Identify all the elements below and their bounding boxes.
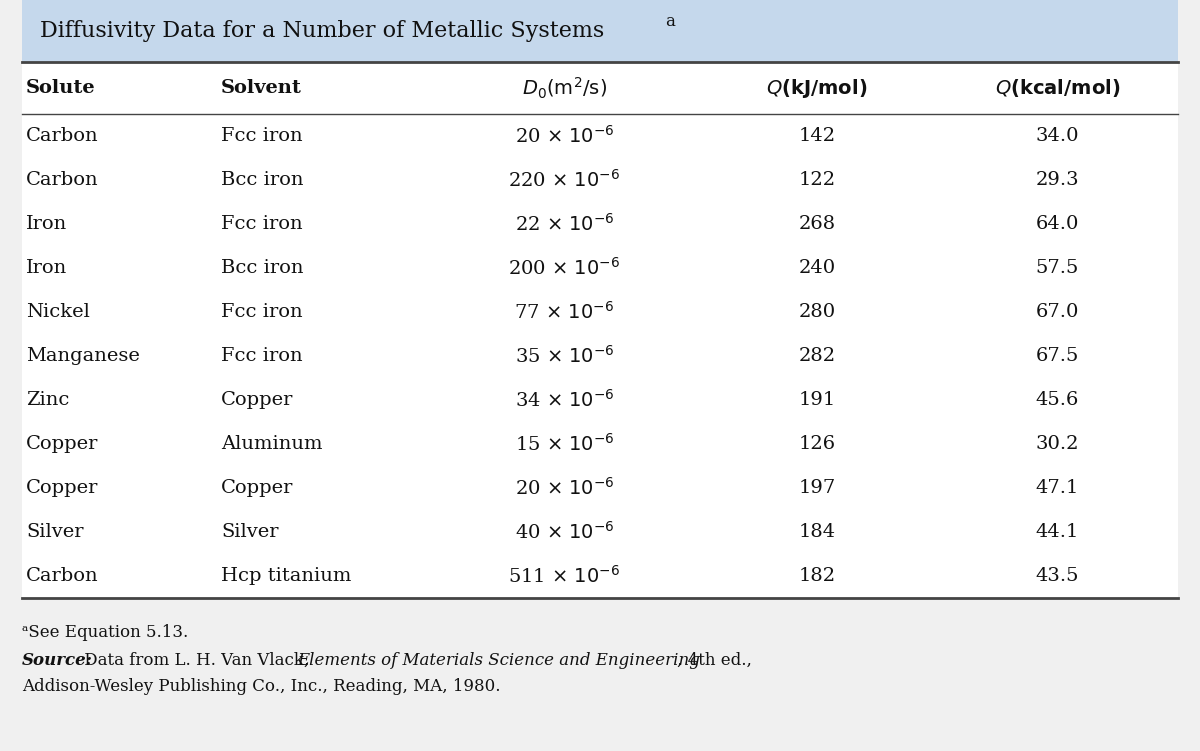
Text: Copper: Copper [26,435,98,453]
Text: Copper: Copper [26,479,98,497]
Text: 45.6: 45.6 [1036,391,1079,409]
Text: Solvent: Solvent [221,79,302,97]
Text: Fcc iron: Fcc iron [221,127,302,145]
Text: 280: 280 [798,303,835,321]
Text: 268: 268 [798,215,835,233]
Text: Iron: Iron [26,259,67,277]
Text: 29.3: 29.3 [1036,171,1079,189]
Text: 184: 184 [798,523,835,541]
Text: 240: 240 [798,259,835,277]
Text: ᵃSee Equation 5.13.: ᵃSee Equation 5.13. [22,624,188,641]
Bar [22,0,1178,62]
Text: Aluminum: Aluminum [221,435,323,453]
Text: Fcc iron: Fcc iron [221,215,302,233]
Text: Addison-Wesley Publishing Co., Inc., Reading, MA, 1980.: Addison-Wesley Publishing Co., Inc., Rea… [22,678,500,695]
Text: 142: 142 [798,127,835,145]
Text: Solute: Solute [26,79,96,97]
Text: Carbon: Carbon [26,127,98,145]
Text: Silver: Silver [221,523,278,541]
Text: Fcc iron: Fcc iron [221,347,302,365]
Text: 220 $\times$ $10^{-6}$: 220 $\times$ $10^{-6}$ [509,169,620,191]
Text: 22 $\times$ $10^{-6}$: 22 $\times$ $10^{-6}$ [515,213,614,235]
Text: Source:: Source: [22,652,92,669]
Text: 126: 126 [798,435,835,453]
Text: 34.0: 34.0 [1036,127,1079,145]
Text: 44.1: 44.1 [1036,523,1079,541]
Text: 67.0: 67.0 [1036,303,1079,321]
Text: a: a [665,13,674,29]
Text: 182: 182 [798,567,835,585]
Text: 122: 122 [798,171,835,189]
Text: 20 $\times$ $10^{-6}$: 20 $\times$ $10^{-6}$ [515,125,614,147]
Text: 43.5: 43.5 [1036,567,1079,585]
Text: 34 $\times$ $10^{-6}$: 34 $\times$ $10^{-6}$ [515,389,614,411]
Text: 511 $\times$ $10^{-6}$: 511 $\times$ $10^{-6}$ [509,565,620,587]
Text: Data from L. H. Van Vlack,: Data from L. H. Van Vlack, [79,652,314,669]
Text: 40 $\times$ $10^{-6}$: 40 $\times$ $10^{-6}$ [515,521,614,543]
Text: Copper: Copper [221,391,293,409]
Text: Hcp titanium: Hcp titanium [221,567,352,585]
Text: 197: 197 [798,479,835,497]
Text: Diffusivity Data for a Number of Metallic Systems: Diffusivity Data for a Number of Metalli… [40,20,605,42]
Text: 57.5: 57.5 [1036,259,1079,277]
Text: 67.5: 67.5 [1036,347,1079,365]
Text: 191: 191 [798,391,835,409]
Text: 64.0: 64.0 [1036,215,1079,233]
Text: Carbon: Carbon [26,567,98,585]
Text: $\mathit{D}_0(\mathrm{m}^2/\mathrm{s})$: $\mathit{D}_0(\mathrm{m}^2/\mathrm{s})$ [522,75,607,101]
Text: 200 $\times$ $10^{-6}$: 200 $\times$ $10^{-6}$ [509,257,620,279]
Text: Iron: Iron [26,215,67,233]
Text: Bcc iron: Bcc iron [221,171,304,189]
Text: Elements of Materials Science and Engineering: Elements of Materials Science and Engine… [298,652,700,669]
Text: Nickel: Nickel [26,303,90,321]
Text: 47.1: 47.1 [1036,479,1079,497]
Text: 15 $\times$ $10^{-6}$: 15 $\times$ $10^{-6}$ [515,433,614,455]
Text: Carbon: Carbon [26,171,98,189]
Text: $\mathit{Q}$(kcal/mol): $\mathit{Q}$(kcal/mol) [995,77,1121,99]
Text: 20 $\times$ $10^{-6}$: 20 $\times$ $10^{-6}$ [515,477,614,499]
Text: Bcc iron: Bcc iron [221,259,304,277]
Text: 30.2: 30.2 [1036,435,1079,453]
Text: Manganese: Manganese [26,347,140,365]
Text: , 4th ed.,: , 4th ed., [677,652,752,669]
Text: $\mathit{Q}$(kJ/mol): $\mathit{Q}$(kJ/mol) [767,77,868,99]
Text: Zinc: Zinc [26,391,70,409]
Text: 35 $\times$ $10^{-6}$: 35 $\times$ $10^{-6}$ [515,345,614,367]
Text: 77 $\times$ $10^{-6}$: 77 $\times$ $10^{-6}$ [515,301,614,323]
Text: Fcc iron: Fcc iron [221,303,302,321]
Bar [22,62,1178,598]
Text: 282: 282 [798,347,835,365]
Text: Copper: Copper [221,479,293,497]
Text: Silver: Silver [26,523,84,541]
